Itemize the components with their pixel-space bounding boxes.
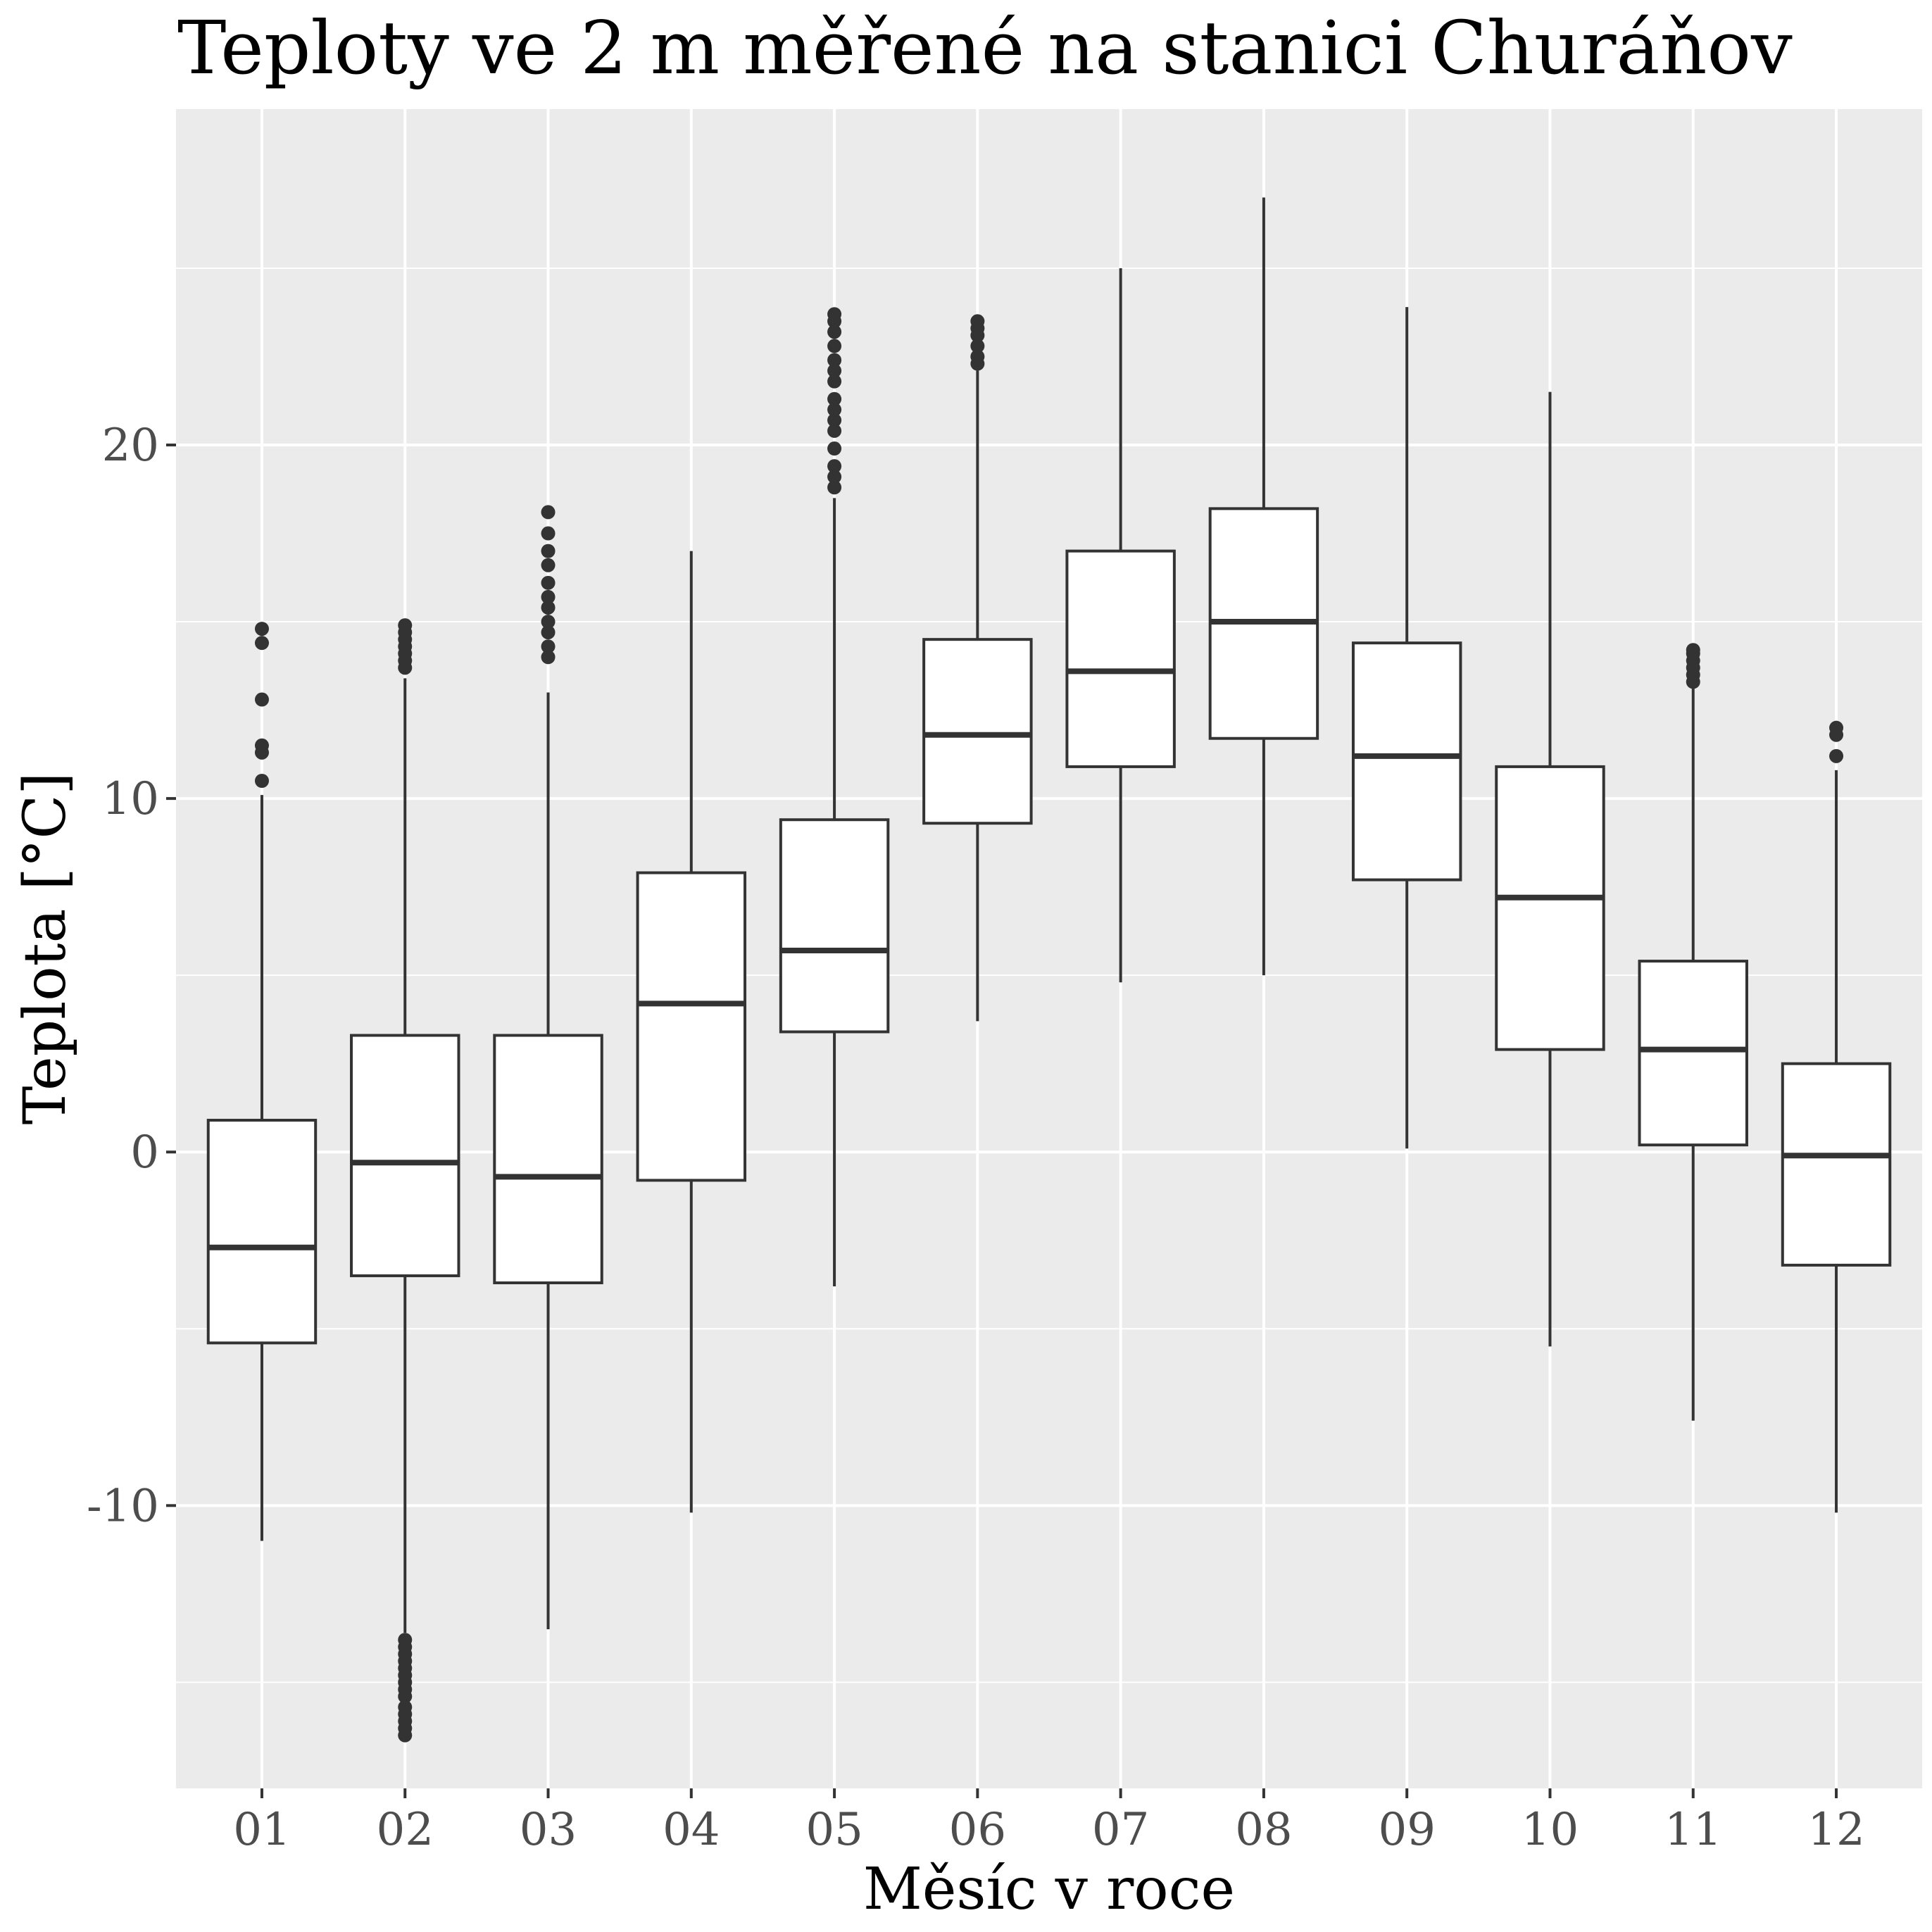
outlier-point [827, 423, 842, 438]
box-05 [779, 307, 890, 1287]
outlier-point [541, 600, 556, 615]
box-iqr [1638, 960, 1748, 1147]
outlier-point [541, 639, 556, 654]
x-tick-label: 08 [1235, 1804, 1292, 1856]
box-series [206, 197, 1892, 1743]
outlier-point [827, 413, 842, 427]
outlier-point [970, 339, 985, 353]
outlier-point [254, 636, 269, 651]
y-tick-label: -10 [87, 1480, 159, 1532]
outlier-point [827, 470, 842, 484]
outlier-point [827, 402, 842, 417]
outlier-point [398, 1689, 413, 1704]
x-tick-label: 07 [1092, 1804, 1149, 1856]
outlier-point [254, 738, 269, 753]
outlier-point [827, 391, 842, 406]
outlier-point [254, 622, 269, 636]
box-08 [1208, 197, 1319, 976]
box-11 [1638, 643, 1748, 1421]
outlier-point [827, 459, 842, 474]
x-tick-label: 11 [1664, 1804, 1721, 1856]
y-tick-label: 10 [102, 773, 159, 825]
outlier-point [970, 314, 985, 329]
box-iqr [779, 818, 890, 1034]
x-tick-label: 01 [233, 1804, 290, 1856]
box-iqr [1065, 549, 1176, 768]
box-iqr [493, 1034, 603, 1284]
outlier-point [541, 625, 556, 640]
box-09 [1351, 307, 1462, 1149]
outlier-point [541, 650, 556, 665]
box-iqr [1351, 641, 1462, 882]
outlier-point [827, 441, 842, 456]
outlier-point [541, 575, 556, 590]
x-tick-label: 09 [1378, 1804, 1435, 1856]
box-iqr [350, 1034, 460, 1277]
x-tick-label: 05 [805, 1804, 862, 1856]
box-iqr [1495, 765, 1605, 1051]
outlier-point [827, 374, 842, 389]
outlier-point [541, 615, 556, 629]
outlier-point [827, 307, 842, 322]
box-07 [1065, 268, 1176, 983]
outlier-point [827, 353, 842, 368]
x-tick-label: 12 [1807, 1804, 1864, 1856]
outlier-point [541, 526, 556, 541]
outlier-point [254, 692, 269, 707]
y-tick-label: 20 [102, 420, 159, 472]
outlier-point [827, 339, 842, 353]
x-tick-label: 02 [377, 1804, 434, 1856]
outlier-point [970, 349, 985, 364]
box-iqr [1781, 1062, 1892, 1267]
outlier-point [1829, 748, 1844, 763]
plot-panel [176, 109, 1922, 1788]
y-tick-label: 0 [130, 1127, 159, 1179]
outlier-point [541, 505, 556, 520]
outlier-point [827, 325, 842, 339]
box-06 [922, 314, 1033, 1022]
x-tick-label: 04 [663, 1804, 720, 1856]
x-axis: 01 02 03 04 05 06 07 08 09 10 11 12 [233, 1788, 1865, 1856]
outlier-point [541, 558, 556, 572]
outlier-point [827, 363, 842, 378]
box-iqr [922, 638, 1033, 825]
box-01 [206, 622, 318, 1541]
box-10 [1495, 391, 1605, 1347]
x-tick-label: 03 [520, 1804, 577, 1856]
box-04 [636, 551, 747, 1513]
chart-title: Teploty ve 2 m měřené na stanici Churáňo… [177, 5, 1793, 91]
box-03 [493, 505, 603, 1630]
outlier-point [254, 774, 269, 788]
outlier-point [398, 1728, 413, 1743]
outlier-point [541, 544, 556, 558]
outlier-point [1829, 720, 1844, 735]
x-tick-label: 06 [949, 1804, 1006, 1856]
box-iqr [636, 871, 747, 1182]
outlier-point [1686, 643, 1700, 658]
box-iqr [206, 1119, 318, 1345]
box-12 [1781, 720, 1892, 1513]
x-axis-title: Měsíc v roce [863, 1856, 1235, 1923]
outlier-point [541, 589, 556, 604]
y-axis-title: Teplota [°C] [12, 772, 79, 1125]
outlier-point [398, 618, 413, 633]
x-tick-label: 10 [1522, 1804, 1579, 1856]
box-02 [350, 618, 460, 1743]
y-axis: -10 0 10 20 [87, 420, 176, 1532]
outlier-point [827, 480, 842, 495]
